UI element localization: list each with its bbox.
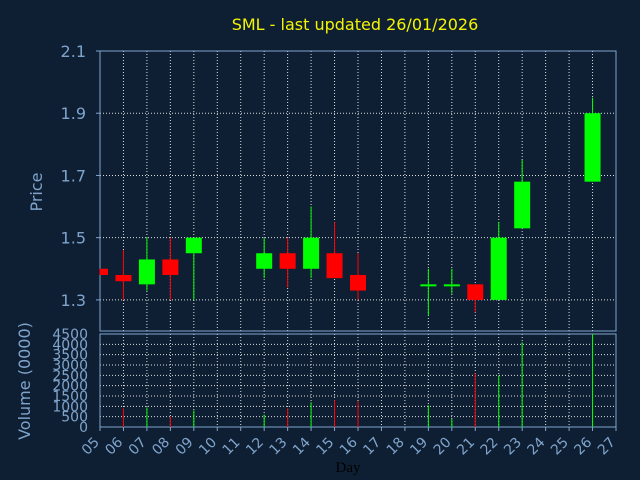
candle-body [514,181,531,229]
candle-body [420,284,437,287]
price-tick-label: 1.5 [61,229,86,248]
candle-body [467,284,484,300]
chart-title: SML - last updated 26/01/2026 [232,15,479,34]
price-tick-label: 2.1 [61,42,86,61]
candle-body [490,237,507,300]
volume-tick-label: 4000 [52,337,88,353]
candle-body [443,284,460,287]
candles [99,97,601,316]
candle-body [185,237,202,254]
candle-body [303,237,320,269]
x-axis-label: Day [336,460,361,476]
volume-axis-label: Volume (0000) [15,322,34,440]
candle-body [100,268,108,275]
candle-body [279,253,296,269]
candle-body [115,275,132,282]
volume-tick-label: 500 [61,410,88,426]
price-panel: 2.1 1.9 1.7 1.5 1.3 Price [27,42,617,332]
volume-tick-label: 4500 [52,327,88,343]
price-tick-label: 1.3 [61,291,86,310]
volume-tick-label: 2000 [52,379,88,395]
volume-tick-label: 2500 [52,368,88,384]
volume-bars [122,334,594,427]
volume-tick-label: 1500 [52,389,88,405]
volume-tick-label: 0 [79,420,88,436]
volume-tick-label: 3000 [52,358,88,374]
candle-body [256,253,273,269]
candle-body [584,113,601,182]
candle-body [350,275,366,291]
price-y-ticks: 2.1 1.9 1.7 1.5 1.3 [61,42,100,310]
candle-body [162,259,179,275]
price-tick-label: 1.9 [61,104,86,123]
candle-body [326,253,343,279]
volume-tick-label: 3500 [52,348,88,364]
candle-body [138,259,155,285]
price-tick-label: 1.7 [61,166,86,185]
volume-tick-label: 1000 [52,399,88,415]
price-plot-frame [99,50,617,332]
price-axis-label: Price [27,172,46,211]
